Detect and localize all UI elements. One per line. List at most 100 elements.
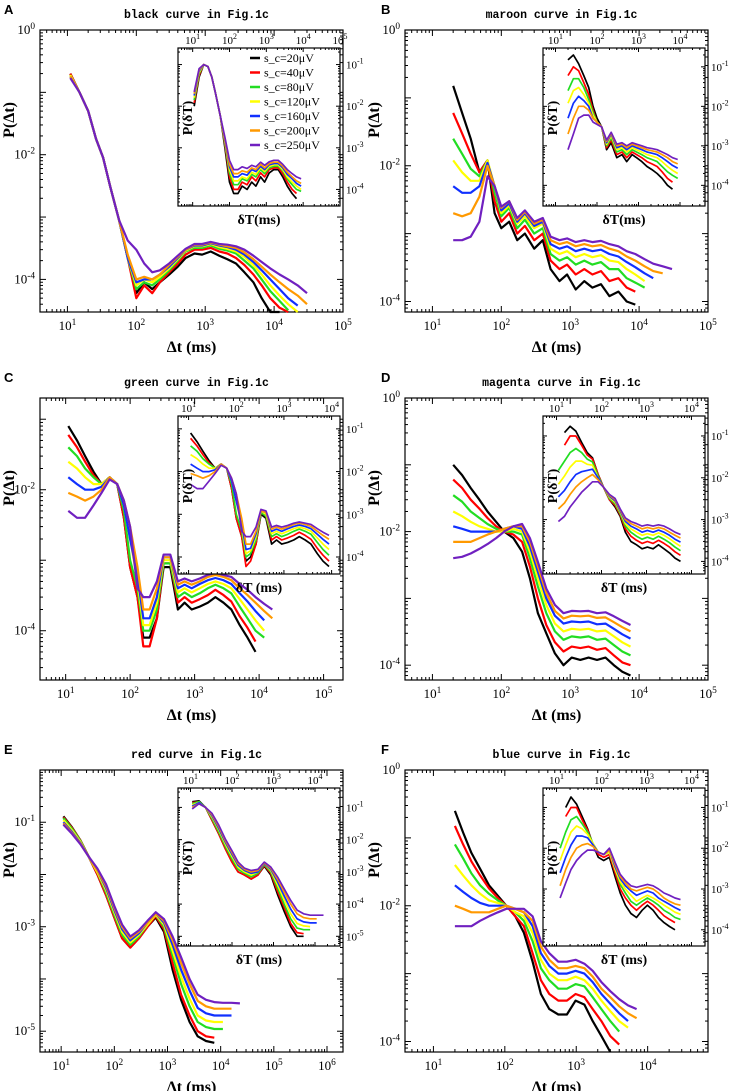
- main-xtick-label: 103: [186, 686, 204, 701]
- inset-xtick-label: 104: [684, 400, 699, 415]
- main-series-line-7: [454, 907, 638, 1011]
- inset-ytick-label: 10-3: [346, 506, 364, 521]
- inset-x-axis-label: δT(ms): [237, 213, 280, 228]
- panel-title: blue curve in Fig.1c: [492, 749, 630, 762]
- y-axis-label: P(Δt): [366, 842, 383, 878]
- main-series-line-4: [452, 510, 632, 648]
- inset-x-axis-label: δT(ms): [602, 213, 645, 228]
- inset-xtick-label: 103: [276, 400, 291, 415]
- main-xtick-label: 102: [105, 1058, 123, 1073]
- panel-label: F: [381, 742, 389, 757]
- inset-ytick-label: 10-2: [711, 470, 729, 485]
- inset-ytick-label: 10-2: [711, 98, 729, 113]
- inset-series-line-7: [191, 802, 324, 917]
- legend-entry: s_c=250μV: [264, 138, 320, 152]
- inset-ytick-label: 10-1: [711, 59, 729, 74]
- main-series-line-4: [454, 864, 629, 1029]
- x-axis-label: Δt (ms): [532, 1079, 582, 1091]
- inset-ytick-label: 10-1: [346, 799, 364, 814]
- main-series-line-5: [452, 525, 632, 640]
- x-axis-label: Δt (ms): [532, 339, 582, 356]
- main-xtick-label: 103: [196, 318, 214, 333]
- legend: s_c=20μVs_c=40μVs_c=80μVs_c=120μVs_c=160…: [250, 51, 320, 152]
- inset-xtick-label: 103: [259, 32, 274, 47]
- main-series-line-7: [69, 77, 308, 295]
- main-ytick-label: 10-4: [379, 293, 400, 308]
- inset-background: [543, 48, 705, 206]
- inset-xtick-label: 102: [225, 772, 240, 787]
- inset-chart: 101 102 103 104 10-1 10-2 10-3 10-4 δT (ms) P(δT): [542, 772, 729, 968]
- panel-label: D: [381, 370, 390, 385]
- main-xtick-label: 105: [265, 1058, 283, 1073]
- main-series-line-6: [454, 904, 638, 1020]
- main-frame: [404, 769, 709, 1053]
- main-series-line-3: [452, 494, 631, 657]
- x-axis-label: Δt (ms): [167, 707, 217, 724]
- main-ytick-label: 100: [382, 22, 400, 37]
- inset-ytick-label: 10-4: [346, 896, 364, 911]
- main-xtick-label: 102: [492, 318, 510, 333]
- inset-ytick-label: 10-3: [346, 140, 364, 155]
- main-ytick-label: 100: [17, 22, 35, 37]
- main-xtick-label: 101: [52, 1058, 70, 1073]
- inset-xtick-label: 103: [266, 772, 281, 787]
- main-ytick-label: 10-1: [14, 814, 35, 829]
- inset-series-line-2: [564, 806, 676, 924]
- main-xtick-label: 106: [318, 1058, 336, 1073]
- main-xtick-label: 104: [630, 318, 648, 333]
- inset-chart: 101 102 103 104 10-1 10-2 10-3 10-4 δT (ms) P(δT): [542, 400, 729, 596]
- main-series-line-7: [453, 175, 673, 271]
- inset-series-line-7: [559, 847, 681, 901]
- inset-background: [543, 788, 705, 946]
- inset-xtick-label: 101: [549, 400, 564, 415]
- main-xtick-label: 102: [492, 686, 510, 701]
- inset-frame: [177, 47, 341, 207]
- inset-xtick-label: 104: [673, 32, 688, 47]
- y-axis-label: P(Δt): [366, 470, 383, 506]
- panel-title: red curve in Fig.1c: [131, 749, 262, 762]
- main-series-line-7: [453, 522, 631, 626]
- main-series-line-6: [67, 476, 274, 620]
- inset-ytick-label: 10-3: [346, 864, 364, 879]
- inset-series-line-1: [567, 54, 674, 190]
- inset-ytick-label: 10-2: [346, 98, 364, 113]
- panel-label: A: [4, 2, 14, 17]
- inset-ytick-label: 10-2: [346, 832, 364, 847]
- main-ytick-label: 10-2: [379, 898, 400, 913]
- legend-entry: s_c=160μV: [264, 109, 320, 123]
- inset-chart: 101 102 103 104 105 10-1 10-2 10-3 10-4 δT(ms) P(δ…: [177, 32, 364, 228]
- inset-series-line-4: [559, 825, 681, 916]
- inset-series-line-6: [559, 842, 681, 907]
- inset-xtick-label: 101: [181, 400, 196, 415]
- inset-xtick-label: 101: [183, 772, 198, 787]
- inset-xtick-label: 101: [185, 32, 200, 47]
- inset-frame: [542, 787, 706, 947]
- main-frame: [404, 397, 709, 681]
- x-axis-label: Δt (ms): [167, 1079, 217, 1091]
- main-series-line-7: [62, 823, 240, 1005]
- x-axis-label: Δt (ms): [167, 339, 217, 356]
- main-xtick-label: 101: [424, 318, 442, 333]
- inset-chart: 101 102 103 104 10-1 10-2 10-3 10-4 10-5 δT (ms) P…: [177, 772, 364, 968]
- main-ytick-label: 10-4: [379, 1033, 400, 1048]
- main-series-line-1: [453, 810, 612, 1053]
- inset-xtick-label: 105: [333, 32, 348, 47]
- main-xtick-label: 104: [639, 1058, 657, 1073]
- main-series-line-2: [452, 478, 631, 667]
- inset-y-axis-label: P(δT): [546, 840, 561, 875]
- main-xtick-label: 102: [127, 318, 145, 333]
- main-xtick-label: 103: [567, 1058, 585, 1073]
- main-xtick-label: 105: [334, 318, 352, 333]
- main-series-line-1: [452, 464, 631, 677]
- inset-ytick-label: 10-1: [711, 428, 729, 443]
- panel-label: E: [4, 742, 13, 757]
- main-xtick-label: 101: [425, 1058, 443, 1073]
- inset-xtick-label: 103: [639, 400, 654, 415]
- main-series-line-5: [454, 884, 629, 1022]
- inset-x-axis-label: δT (ms): [601, 581, 648, 596]
- inset-series-line-7: [557, 480, 681, 536]
- y-axis-label: P(Δt): [1, 102, 18, 138]
- main-xtick-label: 101: [424, 686, 442, 701]
